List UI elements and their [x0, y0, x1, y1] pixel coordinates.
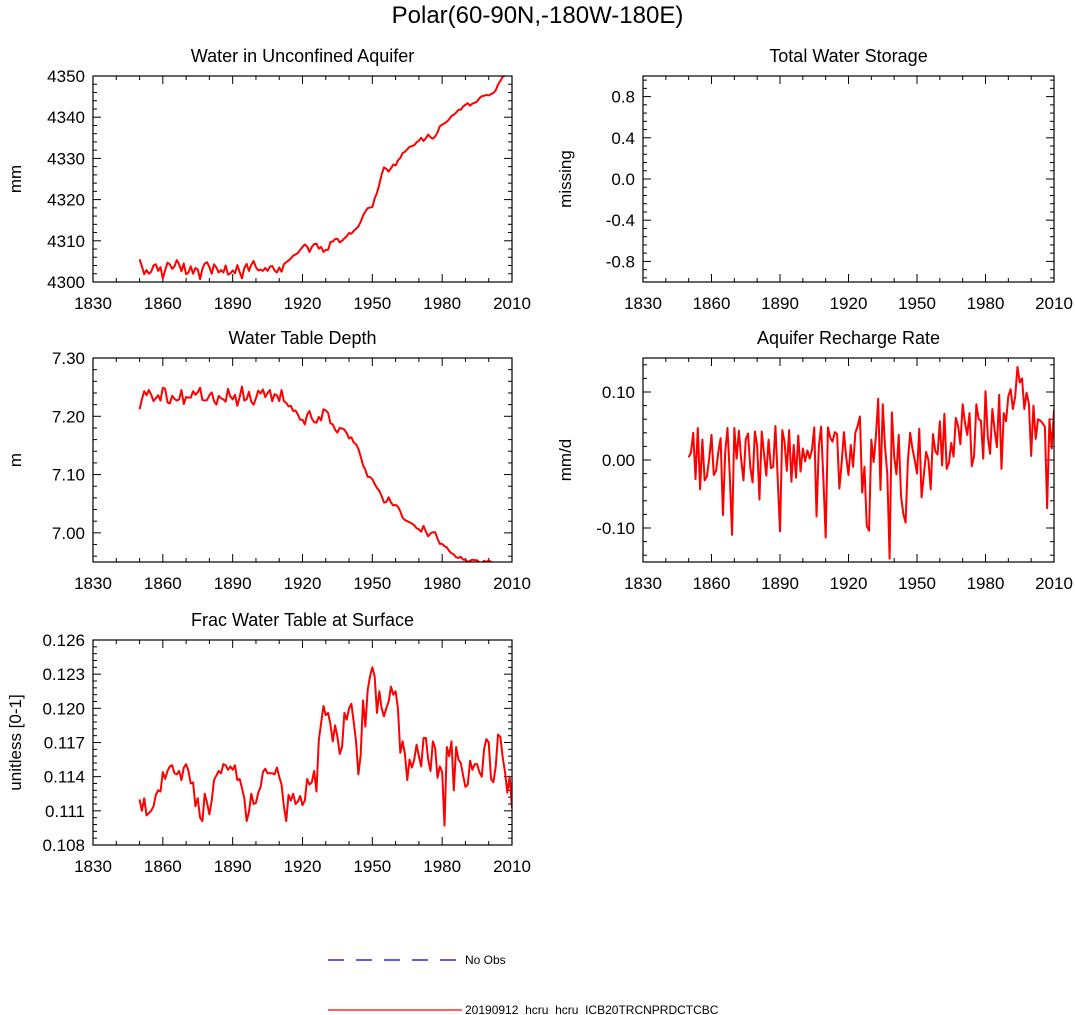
panel-title: Water Table Depth	[228, 328, 376, 348]
panel-title: Frac Water Table at Surface	[191, 610, 414, 630]
x-tick-label: 1890	[761, 294, 799, 313]
plot-frame	[92, 639, 513, 846]
y-tick-label: 7.00	[52, 524, 85, 543]
legend-label: 20190912_hcru_hcru_ICB20TRCNPRDCTCBC	[465, 1003, 719, 1015]
x-tick-label: 1980	[967, 574, 1005, 593]
legend-label: No Obs	[465, 953, 506, 967]
x-tick-label: 1830	[74, 857, 112, 876]
x-tick-label: 1920	[284, 857, 322, 876]
series-line-1	[687, 365, 1054, 560]
y-tick-label: 4310	[47, 232, 85, 251]
x-tick-label: 1950	[898, 294, 936, 313]
panel-title: Water in Unconfined Aquifer	[191, 46, 414, 66]
chart-panel-3: Water Table Depth m 1830 1860 1890 1920 1950 19…	[6, 328, 531, 593]
chart-panel-5: Frac Water Table at Surface unitless [0-1…	[6, 610, 531, 876]
x-tick-label: 1890	[214, 294, 252, 313]
series-line-1	[138, 385, 494, 562]
series-line-1	[138, 666, 512, 827]
x-tick-label: 1980	[967, 294, 1005, 313]
chart-panel-2: Total Water Storage missing 1830 1860 1890 19…	[556, 46, 1073, 313]
x-tick-label: 1830	[624, 294, 662, 313]
y-tick-label: 0.0	[611, 170, 635, 189]
y-tick-label: 4340	[47, 108, 85, 127]
x-tick-label: 1980	[423, 574, 461, 593]
x-tick-label: 1860	[693, 294, 731, 313]
y-tick-label: 7.20	[52, 407, 85, 426]
y-tick-label: 0.00	[602, 451, 635, 470]
x-tick-label: 1890	[761, 574, 799, 593]
chart-panel-1: Water in Unconfined Aquifer mm 1830 1860 189…	[6, 46, 531, 313]
chart-panel-4: Aquifer Recharge Rate mm/d 1830 1860 1890 192…	[556, 328, 1073, 593]
y-tick-label: 7.30	[52, 349, 85, 368]
y-tick-label: 0.108	[42, 836, 85, 855]
x-tick-label: 2010	[1035, 574, 1073, 593]
x-tick-label: 1860	[144, 574, 182, 593]
x-tick-label: 1920	[284, 574, 322, 593]
x-tick-label: 1920	[830, 574, 868, 593]
x-tick-label: 1890	[214, 857, 252, 876]
y-axis-label: unitless [0-1]	[6, 694, 25, 790]
y-tick-label: -0.10	[596, 519, 635, 538]
legend-item-2: 20190912_hcru_hcru_ICB20TRCNPRDCTCBC	[328, 1003, 719, 1015]
y-axis-label: m	[6, 453, 25, 467]
x-tick-label: 1860	[144, 857, 182, 876]
y-tick-label: 0.117	[44, 734, 85, 753]
x-tick-label: 1860	[693, 574, 731, 593]
figure-title: Polar(60-90N,-180W-180E)	[391, 2, 684, 29]
x-tick-label: 1830	[74, 294, 112, 313]
y-tick-label: 0.111	[45, 802, 85, 821]
x-tick-label: 2010	[493, 574, 531, 593]
y-tick-label: 0.120	[42, 699, 85, 718]
x-tick-label: 1950	[898, 574, 936, 593]
x-tick-label: 1950	[353, 294, 391, 313]
x-tick-label: 1920	[830, 294, 868, 313]
x-tick-label: 1980	[423, 857, 461, 876]
x-tick-label: 1830	[74, 574, 112, 593]
x-tick-label: 1980	[423, 294, 461, 313]
y-axis-label: missing	[556, 150, 575, 208]
y-axis-label: mm	[6, 165, 25, 193]
y-tick-label: 4330	[47, 149, 85, 168]
x-tick-label: 2010	[493, 857, 531, 876]
x-tick-label: 1830	[624, 574, 662, 593]
series-line-1	[138, 76, 507, 281]
x-tick-label: 2010	[493, 294, 531, 313]
plot-frame	[642, 75, 1055, 283]
y-tick-label: 0.114	[44, 768, 85, 787]
legend: No Obs 20190912_hcru_hcru_ICB20TRCNPRDCTC…	[328, 953, 719, 1015]
x-tick-label: 1890	[214, 574, 252, 593]
x-tick-label: 1950	[353, 574, 391, 593]
panel-title: Aquifer Recharge Rate	[757, 328, 940, 348]
y-tick-label: 0.8	[611, 88, 635, 107]
plot-frame	[92, 75, 513, 283]
panel-title: Total Water Storage	[769, 46, 927, 66]
y-tick-label: 7.10	[52, 466, 85, 485]
y-tick-label: 4300	[47, 273, 85, 292]
y-tick-label: 0.10	[602, 383, 635, 402]
x-tick-label: 1920	[284, 294, 322, 313]
plot-frame	[92, 357, 513, 563]
x-tick-label: 1860	[144, 294, 182, 313]
y-tick-label: -0.4	[606, 211, 635, 230]
y-tick-label: 0.123	[42, 665, 85, 684]
y-axis-label: mm/d	[556, 439, 575, 482]
y-tick-label: 0.126	[42, 631, 85, 650]
y-tick-label: 0.4	[611, 129, 635, 148]
x-tick-label: 2010	[1035, 294, 1073, 313]
plot-frame	[642, 357, 1055, 563]
legend-item-1: No Obs	[328, 953, 506, 967]
y-tick-label: -0.8	[606, 252, 635, 271]
y-tick-label: 4350	[47, 67, 85, 86]
y-tick-label: 4320	[47, 191, 85, 210]
x-tick-label: 1950	[353, 857, 391, 876]
